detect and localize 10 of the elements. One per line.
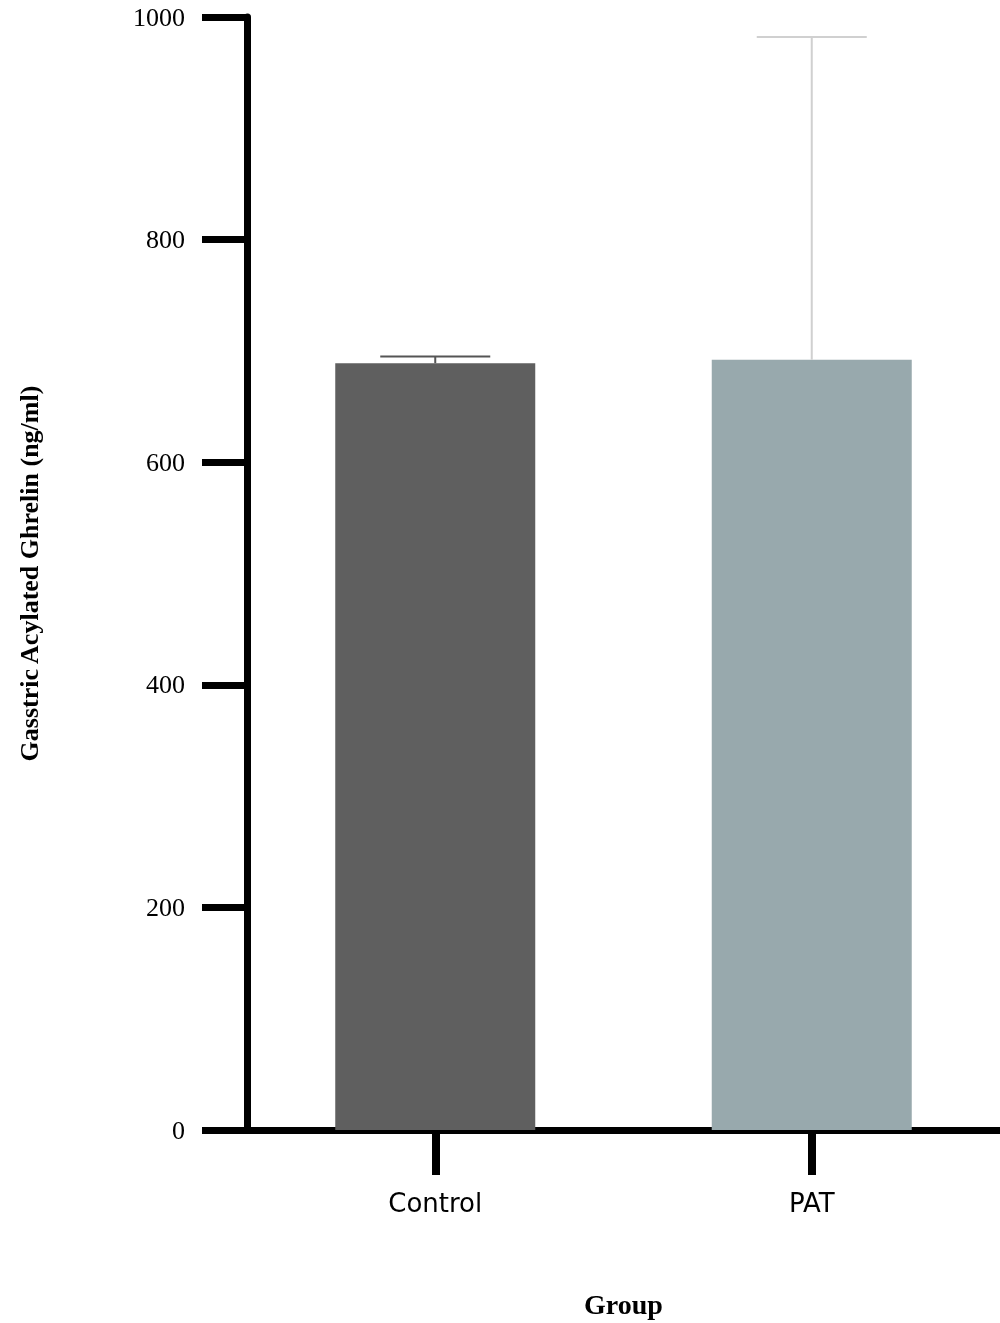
x-tick-label: Control xyxy=(388,1188,483,1218)
x-axis-title: Group xyxy=(584,1288,663,1320)
y-tick-label: 0 xyxy=(172,1115,185,1145)
y-tick-label: 600 xyxy=(146,447,185,477)
x-tick-label: PAT xyxy=(788,1188,835,1218)
y-tick-label: 800 xyxy=(146,225,185,255)
y-tick-label: 1000 xyxy=(133,2,185,32)
y-tick-label: 200 xyxy=(146,892,185,922)
y-tick-label: 400 xyxy=(146,670,185,700)
y-axis-title: Gasstric Acylated Ghrelin (ng/ml) xyxy=(14,385,44,762)
